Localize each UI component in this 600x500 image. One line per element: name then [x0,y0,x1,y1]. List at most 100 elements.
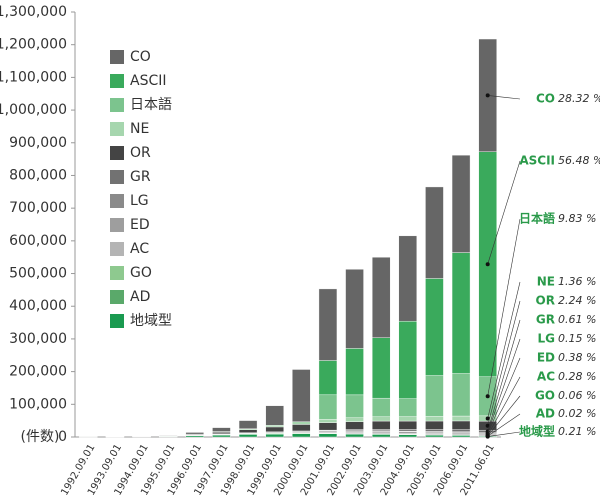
legend-swatch [110,242,124,256]
annotation-name: AD [536,407,555,421]
legend-swatch [110,194,124,208]
bar-segment [398,320,418,399]
legend-swatch [110,74,124,88]
annotation-name: 地域型 [519,424,555,439]
leader-dot [485,423,490,428]
annotation-share: 28.32 % [558,92,600,105]
bar-segment [371,429,391,432]
y-tick-label: 500,000 [9,266,67,282]
bar-segment [292,433,311,438]
annotation-name: 日本語 [519,211,555,226]
y-tick-label: 400,000 [9,298,67,314]
bar-segment [345,417,364,422]
legend-label: ED [130,217,150,233]
legend-label: GO [130,265,152,281]
legend-swatch [110,146,124,160]
bar-segment [398,398,418,417]
leader-line [487,376,521,436]
bar-segment [398,434,418,438]
legend-swatch [110,266,124,280]
annotation-share: 56.48 % [558,154,600,167]
bar-segment [345,421,364,430]
leader-line [487,160,521,265]
bar-segment [398,416,418,422]
leader-line [487,95,521,100]
bar-segment [318,422,338,431]
leader-dot [485,262,490,267]
bar-segment [371,257,391,338]
bar-segment [212,431,231,435]
y-tick-label: 1,000,000 [0,102,67,118]
y-tick-label: 300,000 [9,331,67,347]
bar-segment [425,416,444,422]
bar-segment [451,415,471,422]
legend-swatch [110,98,124,112]
legend-swatch [110,290,124,304]
bar-segment [398,429,418,432]
bar-segment [451,420,471,430]
bar-segment [398,431,418,434]
leader-line [487,357,521,435]
leader-line [487,395,521,437]
bar-segment [451,252,471,374]
bar-segment [425,375,444,417]
bar-segment [371,397,391,417]
y-tick-label: 1,100,000 [0,69,67,85]
annotation-share: 1.36 % [558,275,596,288]
annotation-share: 0.28 % [558,370,596,383]
leader-line [487,300,521,426]
annotation-name: LG [538,332,556,346]
y-tick-label: 1,300,000 [0,4,67,20]
bar-segment [292,369,311,422]
y-tick-label: 0 [58,429,67,445]
legend-label: ASCII [130,73,167,89]
annotation-name: OR [536,294,555,308]
bar-segment [212,434,231,438]
leader-line [487,319,521,432]
annotation-share: 0.21 % [558,425,596,438]
bar-segment [292,424,311,432]
legend-label: CO [130,49,151,65]
leader-line [487,281,521,419]
bar-segment [451,154,471,253]
bar-segment [371,416,391,422]
bar-segment [265,433,284,438]
bar-segment [318,394,338,420]
bar-segment [318,419,338,423]
annotation-share: 0.61 % [558,313,596,326]
annotation-share: 0.02 % [558,407,596,420]
bar-segment [238,429,258,433]
annotation-name: GR [536,313,555,327]
annotation-name: ED [537,351,555,365]
legend-label: 地域型 [130,313,172,329]
bar-segment [318,288,338,361]
bar-segment [425,431,444,434]
bar-segment [451,373,471,417]
legend-label: AC [130,241,149,257]
bar-segment [371,420,391,430]
annotation-name: CO [536,92,555,106]
bar-segment [425,434,444,438]
bar-segment [345,433,364,438]
annotation-name: ASCII [519,154,555,168]
y-tick-label: 700,000 [9,200,67,216]
annotation-share: 0.06 % [558,389,596,402]
leader-line [487,338,521,434]
bar-segment [398,235,418,322]
bar-segment [425,186,444,279]
leader-line [487,413,521,437]
annotation-share: 2.24 % [558,294,596,307]
bar-segment [371,337,391,399]
y-tick-label: 1,200,000 [0,37,67,53]
legend-label: AD [130,289,150,305]
legend-swatch [110,218,124,232]
leader-dot [485,394,490,399]
bar-segment [212,427,231,432]
legend-swatch [110,170,124,184]
bar-segment [398,420,418,430]
bar-segment [371,434,391,438]
bar-segment [451,432,471,435]
legend-label: OR [130,145,151,161]
bar-segment [318,433,338,438]
